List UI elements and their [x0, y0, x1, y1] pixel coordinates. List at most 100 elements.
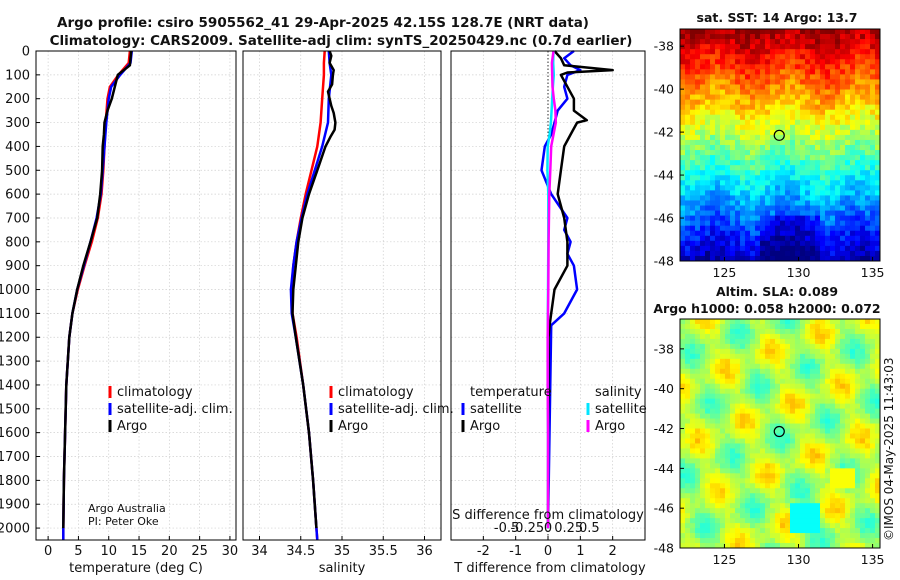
- map-cell: [835, 513, 841, 519]
- map-cell: [775, 508, 781, 514]
- map-cell: [795, 398, 801, 405]
- map-cell: [845, 59, 851, 65]
- map-cell: [865, 180, 871, 186]
- map-cell: [855, 448, 861, 454]
- depth-tick-label: 300: [5, 116, 30, 131]
- map-cell: [720, 403, 726, 410]
- map-cell: [745, 423, 751, 429]
- map-cell: [875, 478, 880, 484]
- map-cell: [750, 240, 756, 247]
- map-cell: [810, 99, 816, 106]
- map-cell: [865, 403, 871, 410]
- map-cell: [875, 488, 880, 494]
- map-cell: [785, 220, 791, 227]
- map-cell: [690, 388, 696, 395]
- legend-satellite-label: satellite-adj. clim.: [338, 402, 454, 417]
- map-cell: [775, 64, 781, 70]
- map-cell: [700, 498, 706, 504]
- map-cell: [680, 533, 686, 539]
- map-cell: [845, 220, 851, 227]
- map-cell: [700, 343, 706, 350]
- map-cell: [760, 458, 766, 464]
- map-cell: [845, 398, 851, 405]
- map-cell: [845, 543, 851, 548]
- map-cell: [840, 150, 846, 156]
- map-cell: [825, 328, 831, 335]
- map-cell: [830, 129, 836, 136]
- map-cell: [790, 348, 796, 355]
- map-cell: [845, 230, 851, 237]
- map-cell: [860, 225, 866, 232]
- map-cell: [840, 443, 846, 449]
- map-cell: [810, 59, 816, 65]
- map-cell: [790, 180, 796, 186]
- map-cell: [770, 175, 776, 181]
- map-cell: [815, 348, 821, 355]
- map-cell: [805, 388, 811, 395]
- map-cell: [825, 235, 831, 242]
- map-cell: [835, 29, 841, 35]
- map-cell: [860, 240, 866, 247]
- map-cell: [690, 498, 696, 504]
- map-cell: [760, 175, 766, 181]
- map-cell: [765, 323, 771, 330]
- map-cell: [820, 448, 826, 454]
- map-cell: [765, 175, 771, 181]
- map-cell: [855, 170, 861, 176]
- map-cell: [710, 323, 716, 330]
- map-cell: [860, 79, 866, 85]
- map-cell: [695, 79, 701, 85]
- map-cell: [705, 538, 711, 544]
- map-cell: [690, 418, 696, 424]
- map-cell: [830, 433, 836, 439]
- map-cell: [715, 393, 721, 400]
- map-cell: [835, 488, 841, 494]
- map-cell: [690, 468, 696, 474]
- map-cell: [710, 378, 716, 385]
- map-cell: [705, 49, 711, 55]
- legend-temperature-title: temperature: [470, 385, 552, 400]
- map-cell: [720, 190, 726, 196]
- map-cell: [870, 513, 876, 519]
- map-cell: [705, 180, 711, 186]
- map-cell: [845, 29, 851, 35]
- temperature-panel: 0100200300400500600700800900100011001200…: [0, 45, 238, 577]
- map-cell: [840, 255, 846, 261]
- map-cell: [865, 119, 871, 126]
- x-tick-label: 34.5: [286, 544, 315, 559]
- map-cell: [700, 493, 706, 499]
- map-cell: [705, 358, 711, 365]
- map-cell: [820, 54, 826, 60]
- map-cell: [770, 523, 776, 529]
- map-cell: [830, 408, 836, 414]
- map-cell: [785, 453, 791, 459]
- map-cell: [805, 170, 811, 176]
- map-cell: [720, 408, 726, 414]
- map-cell: [870, 240, 876, 247]
- map-cell: [690, 363, 696, 370]
- map-cell: [750, 518, 756, 524]
- map-cell: [745, 319, 751, 325]
- map-cell: [830, 94, 836, 101]
- map-cell: [840, 533, 846, 539]
- map-cell: [750, 378, 756, 385]
- map-cell: [680, 368, 686, 375]
- map-cell: [725, 528, 731, 534]
- map-cell: [820, 170, 826, 176]
- map-cell: [870, 398, 876, 405]
- map-cell: [835, 64, 841, 70]
- map-cell: [715, 478, 721, 484]
- map-cell: [680, 528, 686, 534]
- map-cell: [715, 44, 721, 50]
- map-cell: [720, 368, 726, 375]
- map-cell: [740, 443, 746, 449]
- map-cell: [715, 124, 721, 131]
- map-cell: [805, 343, 811, 350]
- map-cell: [845, 523, 851, 529]
- map-cell: [735, 124, 741, 131]
- map-cell: [795, 403, 801, 410]
- map-cell: [870, 348, 876, 355]
- map-cell: [745, 503, 751, 509]
- map-cell: [810, 438, 816, 444]
- map-cell: [755, 215, 761, 222]
